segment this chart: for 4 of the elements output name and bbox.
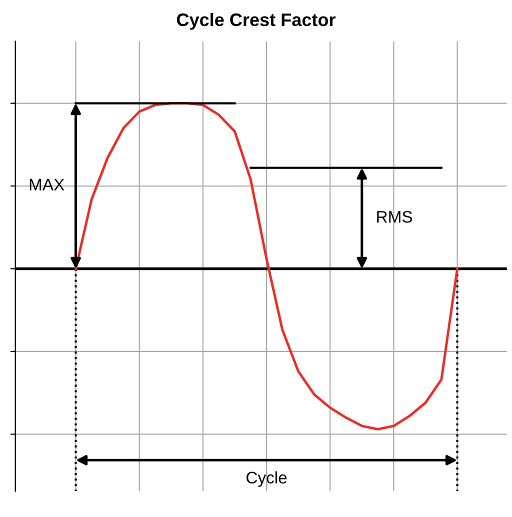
annotation: RMS — [377, 210, 412, 223]
text: MAX — [30, 178, 64, 190]
chart-title: Cycle Crest Factor — [176, 12, 336, 30]
text: Cycle — [246, 471, 287, 487]
